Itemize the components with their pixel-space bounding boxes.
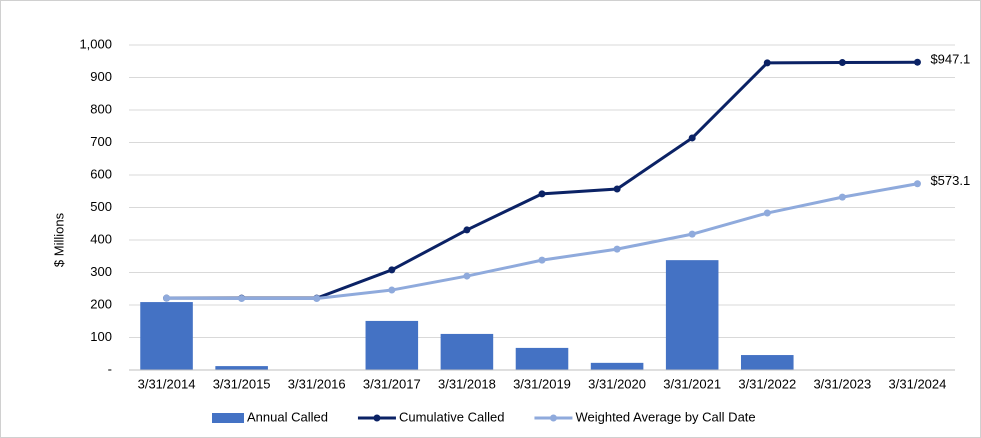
x-tick-label: 3/31/2015 <box>213 376 271 391</box>
bar <box>665 260 719 370</box>
point <box>463 272 471 280</box>
legend-swatch <box>212 413 244 423</box>
y-tick-label: 300 <box>90 264 112 279</box>
point <box>463 226 471 234</box>
x-tick-label: 3/31/2021 <box>663 376 721 391</box>
bar <box>740 355 794 370</box>
y-tick-label: 200 <box>90 296 112 311</box>
y-tick-label: 700 <box>90 134 112 149</box>
point <box>613 185 621 193</box>
point <box>688 134 696 142</box>
data-label: $573.1 <box>930 173 970 188</box>
x-tick-label: 3/31/2016 <box>288 376 346 391</box>
x-tick-label: 3/31/2022 <box>738 376 796 391</box>
y-tick-label: 800 <box>90 101 112 116</box>
legend-label: Cumulative Called <box>399 409 505 424</box>
x-tick-label: 3/31/2017 <box>363 376 421 391</box>
point <box>838 59 846 67</box>
bar <box>140 302 193 370</box>
bar <box>515 347 569 370</box>
x-tick-label: 3/31/2024 <box>889 376 947 391</box>
point <box>388 286 396 294</box>
point <box>688 230 696 238</box>
legend-label: Annual Called <box>247 409 328 424</box>
bar <box>590 362 644 370</box>
x-tick-label: 3/31/2023 <box>813 376 871 391</box>
bar <box>440 333 494 370</box>
bar <box>365 320 419 370</box>
y-tick-label: 900 <box>90 69 112 84</box>
point <box>538 190 546 198</box>
x-tick-label: 3/31/2020 <box>588 376 646 391</box>
y-tick-label: 600 <box>90 166 112 181</box>
y-tick-label: 100 <box>90 329 112 344</box>
legend-swatch <box>549 414 557 422</box>
point <box>763 59 771 67</box>
legend-label: Weighted Average by Call Date <box>575 409 755 424</box>
y-tick-label: 1,000 <box>79 36 112 51</box>
point <box>238 295 246 302</box>
point <box>838 193 846 201</box>
point <box>388 266 396 274</box>
point <box>538 256 546 264</box>
y-tick-label: 500 <box>90 199 112 214</box>
x-tick-label: 3/31/2018 <box>438 376 496 391</box>
point <box>313 295 321 302</box>
y-tick-label: - <box>108 361 112 376</box>
point <box>763 209 771 217</box>
point <box>613 245 621 253</box>
legend-swatch <box>373 414 381 422</box>
x-tick-label: 3/31/2014 <box>138 376 196 391</box>
x-tick-label: 3/31/2019 <box>513 376 571 391</box>
point <box>913 58 921 66</box>
y-tick-label: 400 <box>90 231 112 246</box>
point <box>163 294 171 302</box>
bar <box>215 366 268 370</box>
y-axis-label: $ Millions <box>51 212 66 267</box>
point <box>913 180 921 188</box>
data-label: $947.1 <box>930 52 970 67</box>
